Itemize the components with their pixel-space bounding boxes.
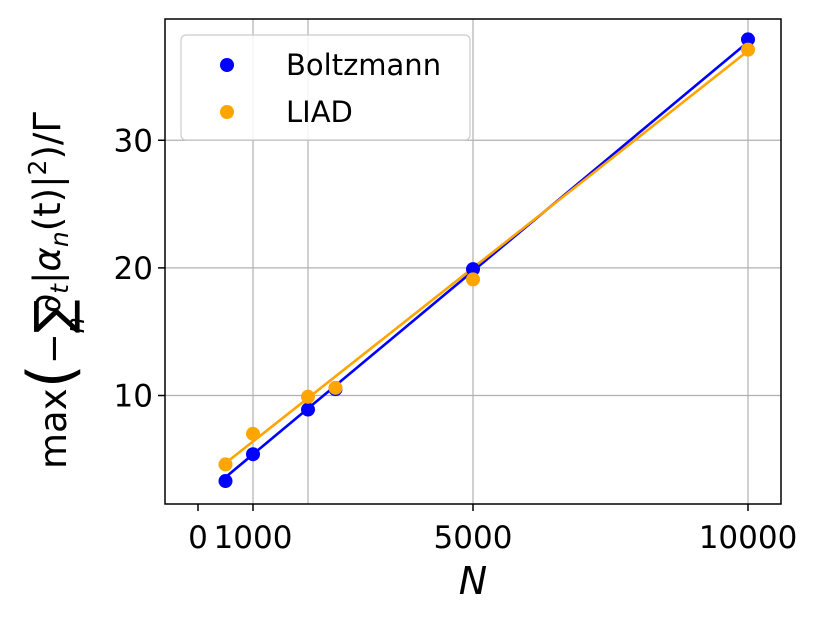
- y-tick-label: 10: [114, 379, 153, 415]
- legend-label-liad: LIAD: [286, 95, 353, 129]
- y-label-arg: (t): [26, 188, 69, 231]
- y-label-partial: ∂: [26, 294, 69, 313]
- x-axis-label: N: [459, 559, 487, 603]
- legend-marker-boltzmann: [220, 58, 234, 72]
- y-tick-label: 20: [114, 251, 153, 287]
- data-point-liad: [328, 380, 343, 395]
- y-label-bar-open: |: [26, 272, 69, 284]
- y-label-alpha-sub: n: [45, 231, 74, 247]
- legend-marker-liad: [220, 105, 234, 119]
- data-point-liad: [301, 389, 315, 404]
- y-axis-label: max(−∑n∂t|αn(t)|2)/Γ: [14, 112, 91, 469]
- legend-box: [180, 34, 471, 141]
- data-point-boltzmann: [741, 32, 755, 47]
- y-label-sum-sub: n: [61, 317, 91, 333]
- x-tick-label: 10000: [699, 520, 798, 556]
- x-tick-label: 0: [188, 520, 208, 556]
- y-label-minus: −: [32, 333, 75, 364]
- data-point-boltzmann: [218, 474, 233, 489]
- data-point-boltzmann: [301, 402, 315, 417]
- legend-label-boltzmann: Boltzmann: [286, 48, 441, 82]
- y-label-sum: ∑: [24, 299, 82, 333]
- y-label-suffix: )/Γ: [26, 112, 69, 160]
- data-point-liad: [741, 42, 755, 57]
- y-label-power: 2: [23, 160, 52, 176]
- y-axis-ticks: 10 20 30: [114, 123, 165, 415]
- data-point-boltzmann: [466, 262, 480, 277]
- legend: Boltzmann LIAD: [180, 34, 471, 141]
- data-point-liad: [246, 426, 260, 441]
- y-label-partial-sub: t: [45, 283, 74, 294]
- y-label-alpha: α: [26, 247, 69, 271]
- data-point-liad: [218, 457, 233, 472]
- x-axis-ticks: 0 1000 5000 10000: [188, 504, 797, 556]
- x-tick-label: 1000: [214, 520, 293, 556]
- data-points: [218, 32, 755, 489]
- y-tick-label: 30: [114, 123, 153, 159]
- data-point-boltzmann: [246, 447, 260, 462]
- x-tick-label: 5000: [434, 520, 513, 556]
- y-label-max: max: [32, 388, 75, 469]
- data-point-liad: [466, 272, 480, 287]
- y-label-bar-close: |: [26, 175, 69, 187]
- y-label-open-paren: (: [14, 364, 87, 388]
